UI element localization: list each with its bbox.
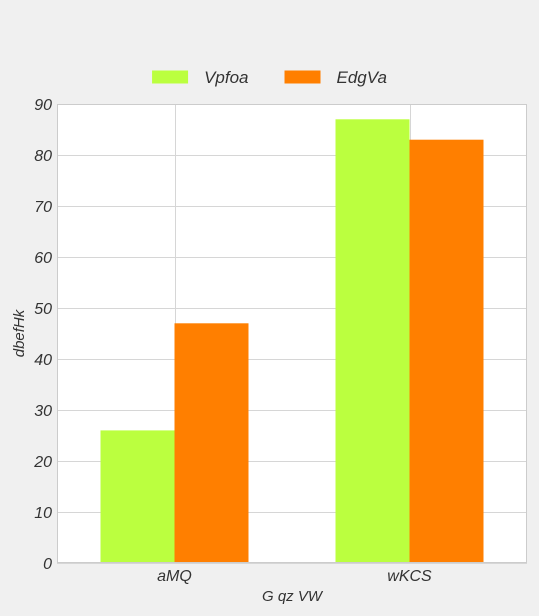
bar	[100, 430, 175, 563]
x-tick-label: aMQ	[157, 568, 192, 585]
y-tick-label: 10	[34, 505, 52, 522]
legend-label: EdgVa	[337, 68, 387, 87]
legend-label: Vpfoa	[204, 68, 248, 87]
y-axis-ticks: 0 10 20 30 40 50 60 70 80 90	[33, 97, 52, 573]
x-axis-ticks: aMQ wKCS	[157, 568, 432, 585]
bar	[409, 139, 484, 563]
y-tick-label: 60	[34, 250, 52, 267]
y-tick-label: 0	[43, 556, 52, 573]
y-tick-label: 50	[34, 301, 52, 318]
y-axis-title: dbefHk	[11, 308, 28, 357]
plot-frame	[57, 104, 527, 563]
bar	[335, 119, 410, 564]
bars	[100, 119, 484, 564]
y-tick-label: 30	[34, 403, 52, 420]
y-tick-label: 20	[33, 454, 52, 471]
legend: Vpfoa EdgVa	[152, 68, 387, 87]
legend-swatch	[284, 70, 321, 84]
y-tick-label: 70	[34, 199, 52, 216]
y-tick-label: 90	[34, 97, 52, 114]
x-axis-title: G qz VW	[262, 588, 324, 605]
y-tick-label: 40	[34, 352, 52, 369]
bar	[174, 323, 249, 563]
x-tick-label: wKCS	[387, 568, 432, 585]
y-tick-label: 80	[34, 148, 52, 165]
legend-swatch	[152, 70, 189, 84]
